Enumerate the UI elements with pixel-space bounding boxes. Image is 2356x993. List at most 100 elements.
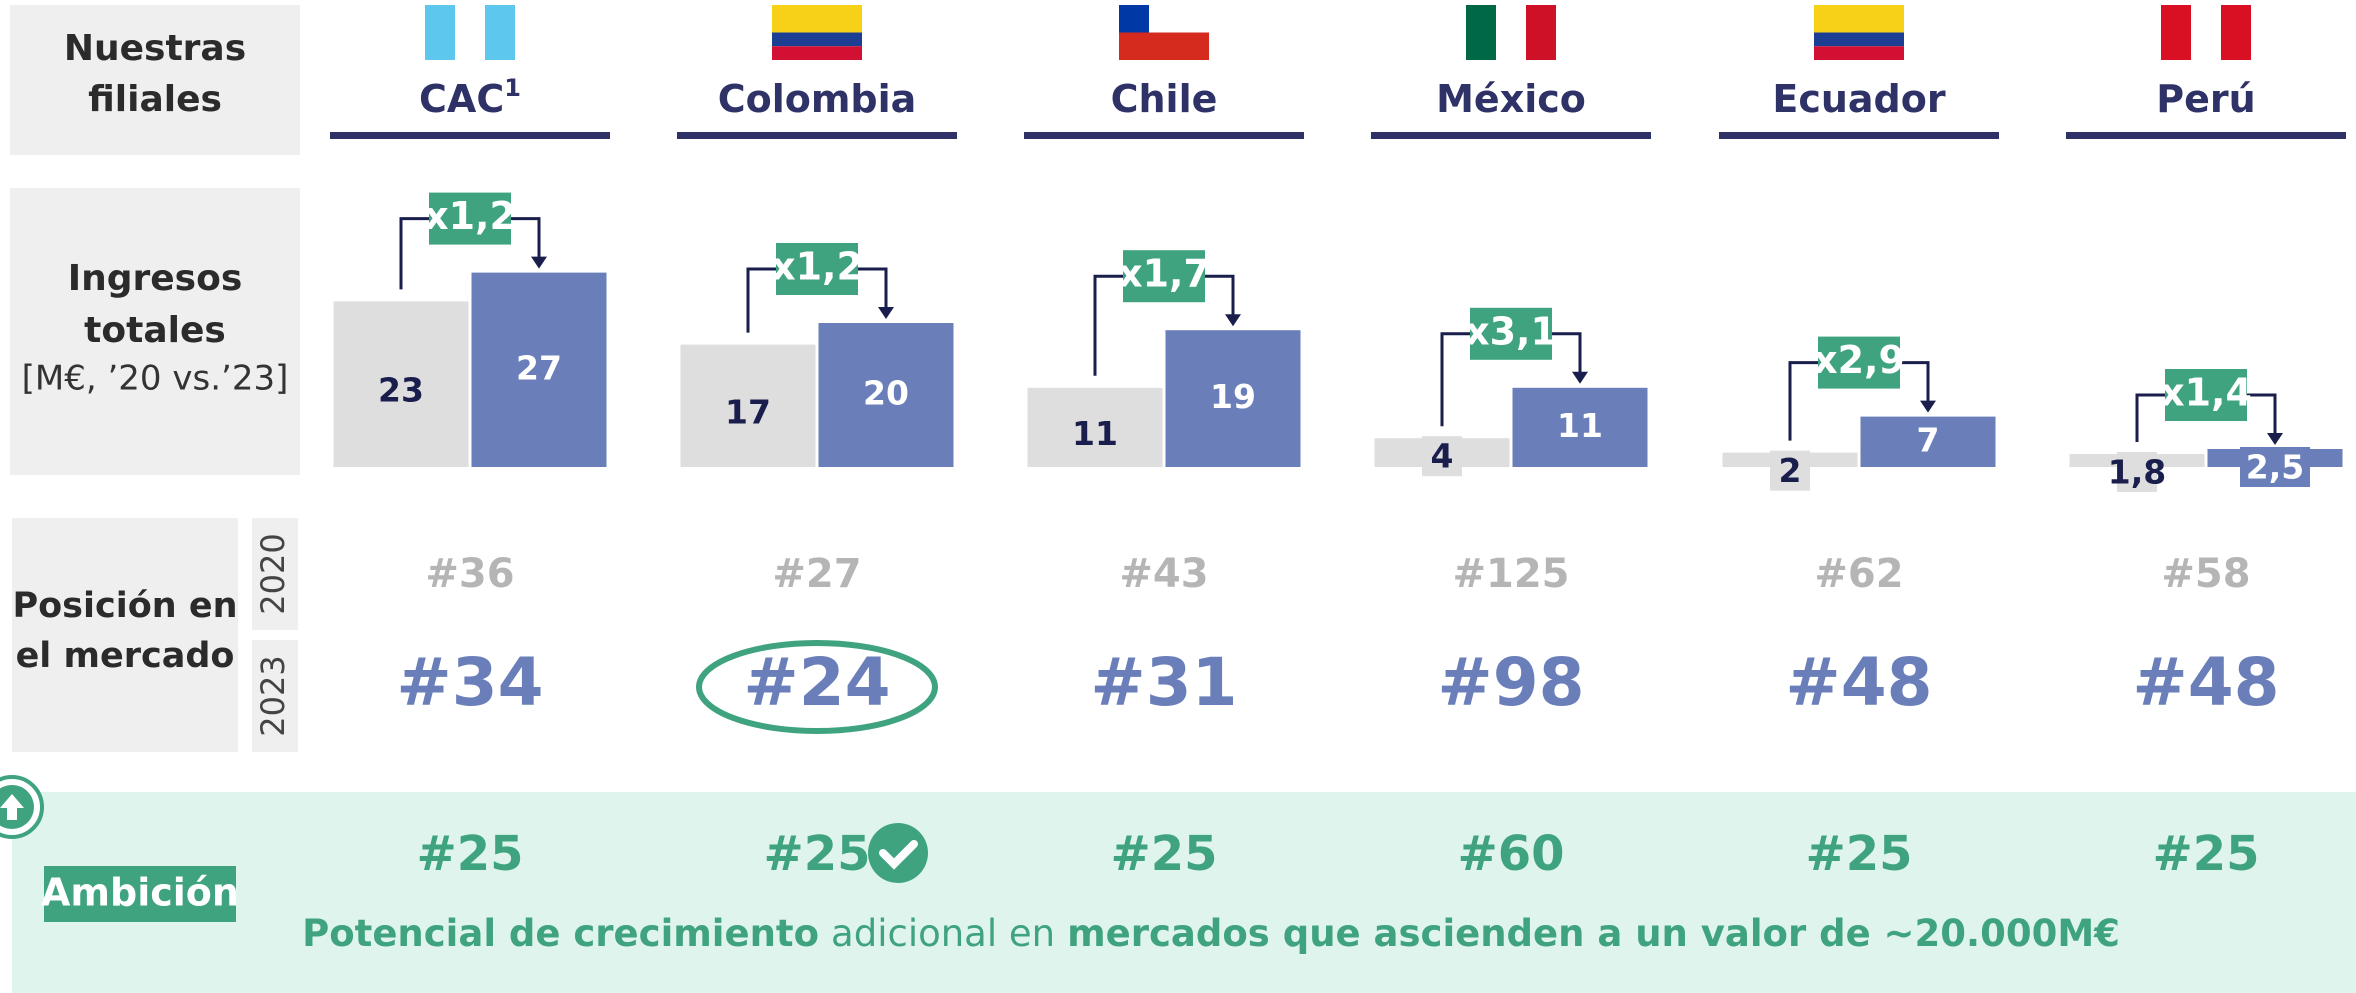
arrow-head: [1572, 371, 1588, 384]
ambition-box: [44, 866, 236, 922]
year-label: 2020: [254, 533, 292, 614]
check-icon: [868, 823, 928, 883]
bar: [818, 323, 954, 467]
bar-label: 2,5: [2246, 448, 2304, 487]
underline: [1024, 132, 1304, 139]
ambition-rank: #25: [1805, 826, 1912, 882]
position-title: Posición en: [12, 586, 237, 626]
flag: [1466, 5, 1496, 60]
year-tab: [252, 640, 298, 752]
multiplier-box: [1470, 307, 1552, 360]
rank-2023: #34: [396, 644, 543, 721]
country-name: Colombia: [718, 77, 917, 121]
connector: [1788, 361, 1818, 441]
flag: [1814, 32, 1904, 47]
connector: [1093, 274, 1123, 376]
arrow-head: [2267, 433, 2283, 445]
bar-label: 1,8: [2108, 453, 2166, 492]
rank-2020: #36: [425, 551, 514, 597]
bar-label: 19: [1210, 377, 1256, 416]
ambition-rank: #25: [763, 826, 870, 882]
connector: [1900, 361, 1930, 405]
country-name: México: [1436, 77, 1586, 121]
bar: [1512, 387, 1648, 467]
multiplier: x1,2: [771, 245, 863, 289]
ambition-band: [12, 792, 2356, 993]
up-arrow: [0, 794, 24, 820]
arrow-head: [1225, 314, 1241, 327]
bar: [680, 344, 816, 467]
flag: [1814, 5, 1904, 33]
connector: [2247, 393, 2277, 437]
flag: [1496, 5, 1526, 60]
multiplier: x1,4: [2160, 371, 2252, 415]
country-name: Chile: [1111, 77, 1218, 121]
multiplier-box: [429, 192, 511, 245]
country-name: CAC1: [419, 74, 521, 121]
income-title: Ingresos: [68, 258, 243, 299]
highlight-circle: [696, 640, 938, 734]
multiplier-box: [1123, 250, 1205, 303]
header-label: filiales: [88, 79, 222, 120]
multiplier: x3,1: [1465, 309, 1557, 353]
underline: [677, 132, 957, 139]
income-unit: [M€, ’20 vs.’23]: [22, 359, 289, 399]
flag: [772, 5, 862, 33]
flag: [2161, 5, 2191, 60]
rank-2020: #27: [772, 551, 861, 597]
income-box: [10, 188, 300, 475]
multiplier: x1,2: [424, 194, 516, 238]
footnote-mark: 1: [504, 74, 521, 102]
bar: [1165, 330, 1301, 467]
flag: [1119, 32, 1209, 60]
rank-2020: #43: [1119, 551, 1208, 597]
connector: [1205, 274, 1235, 319]
income-title: totales: [84, 310, 226, 351]
country-name: Perú: [2156, 77, 2255, 121]
bar-label: 17: [725, 392, 771, 431]
footer-segment: adicional en: [831, 912, 1055, 955]
multiplier-box: [776, 243, 858, 295]
flag: [772, 46, 862, 60]
arrow-head: [1920, 400, 1936, 413]
bar: [1027, 387, 1163, 467]
label-box: [2240, 447, 2310, 487]
multiplier: x1,7: [1118, 252, 1210, 296]
underline: [1719, 132, 1999, 139]
footer-text: Potencial de crecimiento adicional en merc…: [302, 912, 2120, 955]
year-label: 2023: [254, 655, 292, 736]
year-tab: [252, 518, 298, 630]
country-name: México: [1436, 77, 1586, 121]
ambition-rank: #25: [1110, 826, 1217, 882]
bar: [471, 272, 607, 467]
connector: [858, 267, 888, 311]
ambition-label: Ambición: [41, 871, 239, 915]
underline: [2066, 132, 2346, 139]
bar-label: 4: [1431, 437, 1454, 476]
country-name: Chile: [1111, 77, 1218, 121]
underline: [1371, 132, 1651, 139]
bar-label: 20: [863, 374, 909, 413]
rank-2020: #62: [1814, 551, 1903, 597]
connector: [746, 267, 776, 333]
country-name: Colombia: [718, 77, 917, 121]
rank-2023: #24: [743, 644, 890, 721]
bar-label: 7: [1917, 420, 1940, 459]
flag: [1119, 5, 1149, 33]
multiplier: x2,9: [1813, 338, 1905, 382]
flag: [1814, 46, 1904, 60]
bar-label: 23: [378, 371, 424, 410]
footer-segment: mercados que ascienden a un valor de ~20…: [1067, 912, 2120, 955]
connector: [1440, 332, 1470, 427]
arrow-head: [531, 256, 547, 269]
rank-2023: #31: [1090, 644, 1237, 721]
bar-label: 2: [1779, 451, 1802, 490]
ambition-rank: #25: [2152, 826, 2259, 882]
label-box: [2117, 452, 2157, 493]
ambition-rank: #60: [1457, 826, 1564, 882]
multiplier-box: [1818, 336, 1900, 389]
flag: [2221, 5, 2251, 60]
bar-label: 11: [1072, 414, 1118, 453]
